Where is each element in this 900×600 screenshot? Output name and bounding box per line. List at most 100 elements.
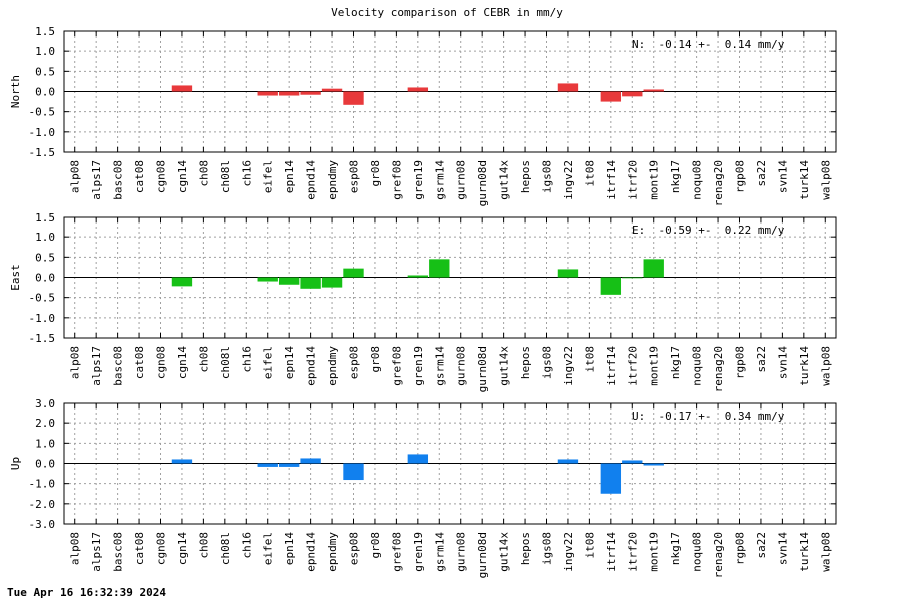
- x-tick-label: gsrm14: [433, 532, 446, 572]
- y-tick-label: 2.0: [35, 417, 55, 430]
- x-tick-label: ch16: [240, 160, 253, 187]
- x-tick-label: gr08: [369, 532, 382, 559]
- x-tick-label: svn14: [776, 532, 789, 565]
- x-tick-label: it08: [583, 532, 596, 559]
- x-tick-label: cgn08: [155, 346, 168, 379]
- y-tick-label: 0.0: [35, 86, 55, 99]
- bar-east-epn14: [278, 277, 300, 285]
- y-tick-label: 1.0: [35, 45, 55, 58]
- bar-east-gren19: [407, 275, 429, 278]
- x-tick-label: turk14: [798, 160, 811, 200]
- plot-frame: [63, 402, 837, 525]
- stat-label-up: U: -0.17 +- 0.34 mm/y: [632, 410, 785, 423]
- bar-up-itrf20: [622, 460, 643, 464]
- y-tick-label: -2.0: [29, 498, 56, 511]
- x-tick-label: igs08: [541, 532, 554, 565]
- y-tick-label: -3.0: [29, 518, 56, 531]
- x-tick-label: ch08l: [219, 532, 232, 565]
- bar-up-cgn14: [171, 459, 193, 464]
- x-tick-label: ch08: [197, 532, 210, 559]
- x-tick-label: sa22: [755, 160, 768, 187]
- x-tick-label: cgn14: [176, 346, 189, 379]
- x-tick-label: sa22: [755, 346, 768, 373]
- x-tick-label: gren19: [412, 346, 425, 386]
- x-tick-label: cat08: [133, 160, 146, 193]
- x-tick-label: epndmy: [326, 346, 339, 386]
- x-tick-label: cgn08: [155, 160, 168, 193]
- x-tick-label: hepos: [519, 346, 532, 379]
- bar-east-itrf14: [600, 277, 622, 295]
- y-tick-label: 0.0: [35, 272, 55, 285]
- x-tick-label: epn14: [283, 160, 296, 193]
- y-tick-label: -0.5: [29, 292, 56, 305]
- x-tick-label: ch16: [240, 532, 253, 559]
- panel-north: 1.5 1.0 0.5 0.0 -0.5 -1.0 -1.5 alp08 alps17 basc0…: [9, 25, 837, 206]
- x-tick-label: cgn14: [176, 160, 189, 193]
- x-tick-label: itrf20: [626, 346, 639, 386]
- x-tick-label: eifel: [262, 532, 275, 565]
- x-tick-label: nkg17: [669, 346, 682, 379]
- bar-east-epnd14: [300, 277, 321, 289]
- x-tick-label: mont19: [648, 532, 661, 572]
- x-tick-label: itrf20: [626, 532, 639, 572]
- x-tick-label: turk14: [798, 532, 811, 572]
- x-tick-label: it08: [583, 160, 596, 187]
- bar-north-esp08: [343, 91, 364, 105]
- y-tick-label: 1.0: [35, 231, 55, 244]
- bar-east-eifel: [257, 277, 278, 282]
- x-tick-label: mont19: [648, 160, 661, 200]
- x-tick-label: renag20: [712, 160, 725, 206]
- y-tick-label: 1.5: [35, 25, 55, 38]
- bar-north-mont19: [643, 89, 664, 92]
- x-tick-label: epn14: [283, 532, 296, 565]
- x-tick-label: ingv22: [562, 160, 575, 200]
- bar-east-itrf20: [622, 277, 643, 279]
- x-tick-label: epnd14: [305, 532, 318, 572]
- x-tick-label: it08: [583, 346, 596, 373]
- x-tick-label: gsrm14: [433, 160, 446, 200]
- bar-north-epnd14: [300, 91, 321, 95]
- x-tick-label: gref08: [390, 346, 403, 386]
- x-tick-label: mont19: [648, 346, 661, 386]
- x-tick-label: turk14: [798, 346, 811, 386]
- y-tick-label: 1.0: [35, 437, 55, 450]
- bar-east-mont19: [643, 259, 664, 278]
- y-tick-label: -1.0: [29, 126, 56, 139]
- x-tick-label: cgn08: [155, 532, 168, 565]
- y-tick-label: -1.5: [29, 146, 56, 159]
- x-tick-label: gr08: [369, 346, 382, 373]
- x-tick-label: eifel: [262, 160, 275, 193]
- x-tick-label: gut14x: [498, 532, 511, 572]
- bar-east-ingv22: [557, 269, 579, 278]
- y-tick-label: 1.5: [35, 211, 55, 224]
- x-tick-label: alp08: [69, 160, 82, 193]
- plot-frame: [63, 30, 837, 153]
- x-tick-label: gurn08d: [476, 346, 489, 392]
- x-tick-label: alps17: [90, 532, 103, 572]
- x-tick-label: cat08: [133, 346, 146, 379]
- x-tick-label: basc08: [112, 346, 125, 386]
- x-tick-label: gurn08: [455, 532, 468, 572]
- bar-up-mont19: [643, 463, 664, 466]
- x-tick-label: rgp08: [734, 346, 747, 379]
- x-tick-label: alp08: [69, 346, 82, 379]
- x-tick-label: epnd14: [305, 346, 318, 386]
- x-tick-label: cat08: [133, 532, 146, 565]
- bar-up-epnd14: [300, 458, 321, 464]
- x-tick-label: noqu08: [691, 532, 704, 572]
- y-tick-label: -1.0: [29, 312, 56, 325]
- x-tick-label: eifel: [262, 346, 275, 379]
- x-tick-label: svn14: [776, 346, 789, 379]
- x-tick-label: gren19: [412, 160, 425, 200]
- x-tick-label: rgp08: [734, 160, 747, 193]
- bar-up-epn14: [278, 463, 300, 467]
- y-tick-label: 3.0: [35, 397, 55, 410]
- x-tick-label: noqu08: [691, 346, 704, 386]
- x-tick-label: ingv22: [562, 532, 575, 572]
- y-tick-label: -0.5: [29, 106, 56, 119]
- x-tick-label: nkg17: [669, 532, 682, 565]
- x-tick-label: nkg17: [669, 160, 682, 193]
- x-tick-label: epndmy: [326, 532, 339, 572]
- x-tick-label: itrf20: [626, 160, 639, 200]
- x-tick-label: esp08: [348, 532, 361, 565]
